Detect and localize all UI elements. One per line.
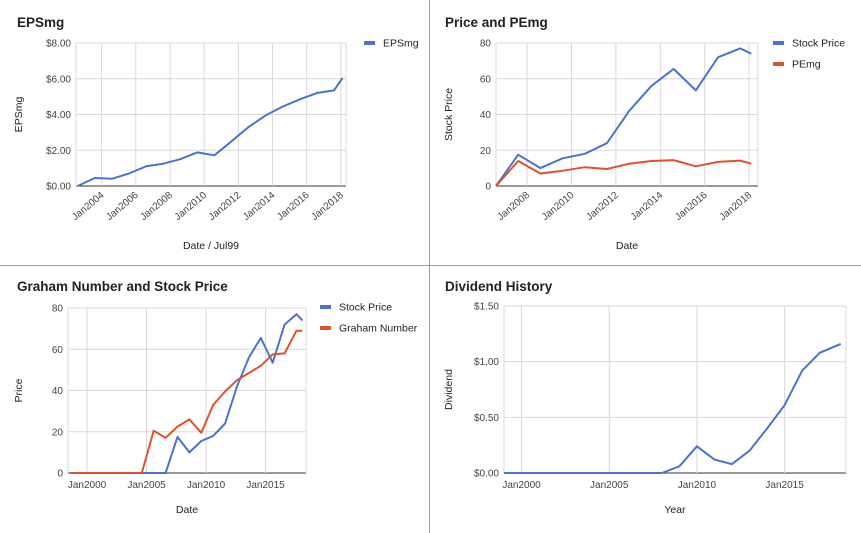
legend-label: PEmg [792, 59, 821, 71]
y-tick-label: $4.00 [46, 110, 71, 121]
x-tick-label: Jan2005 [590, 480, 629, 491]
chart-title: Price and PEmg [445, 15, 548, 30]
series-line-dividend [504, 342, 842, 474]
horizontal-divider [0, 265, 861, 266]
y-axis-label: EPSmg [13, 97, 25, 133]
x-tick-label: Jan2010 [187, 480, 226, 491]
x-tick-label: Jan2012 [207, 190, 244, 223]
price-pe-panel: Price and PEmg 0 20 40 60 80 Jan2008 Jan2010 Jan… [430, 0, 861, 265]
x-tick-label: Jan2006 [104, 190, 141, 223]
y-tick-label: 0 [485, 182, 491, 193]
y-tick-label: 40 [480, 110, 492, 121]
y-tick-label: 80 [480, 39, 492, 50]
series-line-epsmg [77, 77, 344, 187]
graham-panel: Graham Number and Stock Price 0 20 40 60 80 Ja… [0, 266, 429, 533]
x-tick-label: Jan2000 [68, 480, 107, 491]
x-axis-label: Date [616, 240, 638, 252]
y-tick-label: 40 [52, 386, 64, 397]
legend-swatch [320, 326, 331, 330]
legend-swatch [320, 305, 331, 309]
x-tick-label: Jan2010 [540, 190, 577, 223]
x-tick-label: Jan2012 [584, 190, 621, 223]
x-tick-label: Jan2010 [678, 480, 717, 491]
x-axis-label: Date / Jul99 [183, 240, 239, 252]
y-tick-label: 20 [52, 427, 64, 438]
legend-label: EPSmg [383, 38, 419, 50]
y-tick-label: 20 [480, 146, 492, 157]
legend-label: Stock Price [792, 38, 845, 50]
y-tick-label: $0.00 [474, 469, 499, 480]
series-line-graham-number [70, 329, 303, 474]
graham-chart: Graham Number and Stock Price 0 20 40 60 80 Ja… [13, 279, 418, 516]
x-tick-label: Jan2018 [309, 190, 346, 223]
x-tick-label: Jan2016 [673, 190, 710, 223]
x-tick-label: Jan2005 [127, 480, 166, 491]
y-axis-label: Price [13, 378, 25, 402]
y-tick-label: 60 [52, 345, 64, 356]
y-tick-label: 80 [52, 304, 64, 315]
x-tick-label: Jan2010 [173, 190, 210, 223]
vertical-divider [429, 0, 430, 533]
legend-swatch [364, 41, 375, 45]
series-line-pemg [495, 159, 752, 187]
y-tick-label: $6.00 [46, 74, 71, 85]
dividend-chart: Dividend History $0.00 $0.50 $1.00 $1.50 Jan2… [443, 279, 847, 516]
chart-title: Graham Number and Stock Price [17, 279, 228, 294]
eps-panel: EPSmg $0.00 $2.00 $4.00 $6.00 $8.00 Jan2004 Jan… [0, 0, 429, 265]
x-tick-label: Jan2000 [502, 480, 541, 491]
y-tick-label: $1.50 [474, 302, 499, 313]
chart-title: Dividend History [445, 279, 553, 294]
chart-title: EPSmg [17, 15, 64, 30]
x-tick-label: Jan2015 [765, 480, 804, 491]
legend-swatch [773, 41, 784, 45]
x-tick-label: Jan2008 [496, 190, 533, 223]
x-tick-label: Jan2014 [241, 190, 278, 223]
x-tick-label: Jan2016 [275, 190, 312, 223]
dividend-panel: Dividend History $0.00 $0.50 $1.00 $1.50 Jan2… [430, 266, 861, 533]
y-tick-label: 0 [57, 469, 63, 480]
y-tick-label: 60 [480, 74, 492, 85]
y-axis-label: Dividend [443, 369, 455, 410]
y-axis-label: Stock Price [443, 88, 455, 141]
y-tick-label: $2.00 [46, 146, 71, 157]
x-tick-label: Jan2004 [70, 190, 107, 223]
legend-label: Graham Number [339, 323, 418, 335]
y-tick-label: $1.00 [474, 357, 499, 368]
y-tick-label: $0.50 [474, 413, 499, 424]
legend-label: Stock Price [339, 302, 392, 314]
x-tick-label: Jan2015 [246, 480, 285, 491]
eps-chart: EPSmg$0.00$2.00$4.00$6.00$8.00Jan2004Jan… [13, 15, 419, 252]
y-tick-label: $8.00 [46, 39, 71, 50]
series-line-stock-price [495, 47, 752, 187]
x-axis-label: Date [176, 504, 198, 516]
series-line-stock-price [70, 313, 304, 474]
x-axis-label: Year [664, 504, 686, 516]
x-tick-label: Jan2018 [718, 190, 755, 223]
legend-swatch [773, 62, 784, 66]
x-tick-label: Jan2008 [138, 190, 175, 223]
y-tick-label: $0.00 [46, 182, 71, 193]
x-tick-label: Jan2014 [629, 190, 666, 223]
